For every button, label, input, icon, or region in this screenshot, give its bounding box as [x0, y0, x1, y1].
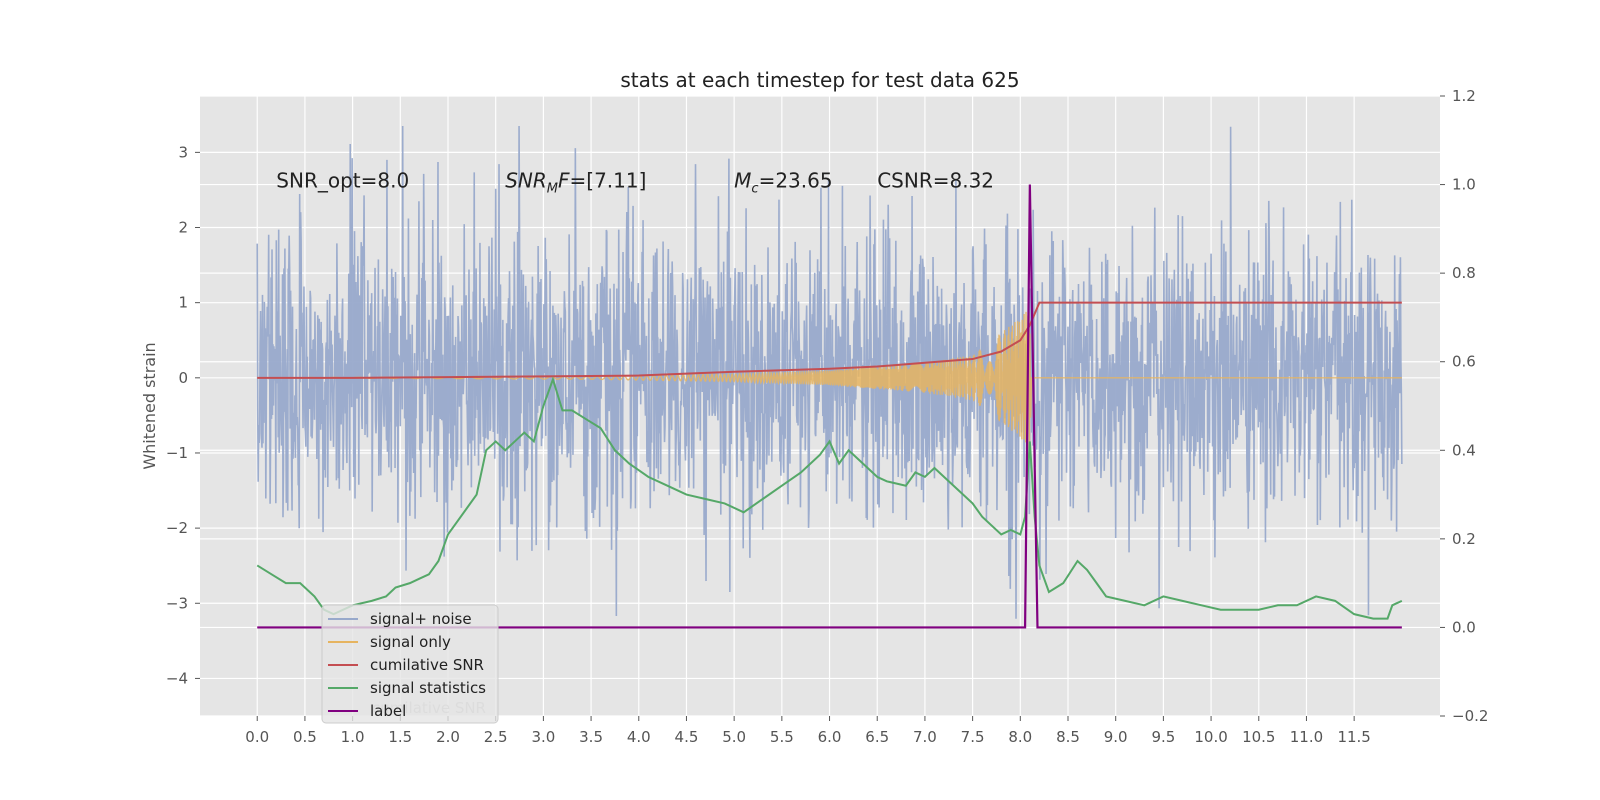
y-tick-label: −1 [166, 444, 188, 462]
x-tick-label: 11.5 [1337, 728, 1370, 746]
x-tick-label: 8.5 [1056, 728, 1080, 746]
x-tick-label: 1.0 [341, 728, 365, 746]
annotation-snr_mf: SNRMF=[7.11] [505, 168, 646, 196]
series-signal-statistics [256, 376, 1403, 620]
annotation-csnr: CSNR=8.32 [877, 168, 994, 192]
y-right-tick-label: 0.2 [1452, 530, 1476, 548]
x-tick-label: 4.0 [627, 728, 651, 746]
x-tick-label: 5.0 [722, 728, 746, 746]
x-tick-label: 4.5 [675, 728, 699, 746]
x-tick-label: 7.5 [961, 728, 985, 746]
legend-box [321, 604, 499, 724]
x-tick-label: 6.0 [818, 728, 842, 746]
series-cumulative-snr [257, 301, 1402, 379]
x-tick-label: 10.5 [1242, 728, 1275, 746]
x-tick-label: 7.0 [913, 728, 937, 746]
x-tick-label: 6.5 [865, 728, 889, 746]
legend-entry-label: label [370, 702, 406, 720]
x-tick-label: 8.0 [1008, 728, 1032, 746]
legend-entry-label: signal statistics [370, 679, 486, 697]
y-tick-label: −2 [166, 519, 188, 537]
y-right-tick-label: 0.0 [1452, 618, 1476, 636]
x-tick-label: 11.0 [1290, 728, 1323, 746]
y-axis-label: Whitened strain [140, 342, 159, 469]
series-signal-noise [256, 126, 1403, 619]
x-tick-label: 2.5 [484, 728, 508, 746]
y-tick-label: 2 [178, 219, 188, 237]
y-tick-label: 1 [178, 294, 188, 312]
y-right-tick-label: 1.2 [1452, 87, 1476, 105]
annotation-snr_opt: SNR_opt=8.0 [276, 168, 409, 192]
legend-entry-label: cumilative SNR [370, 656, 484, 674]
y-tick-label: −3 [166, 594, 188, 612]
y-right-tick-label: 0.8 [1452, 264, 1476, 282]
x-tick-label: 3.5 [579, 728, 603, 746]
y-tick-label: −4 [166, 669, 188, 687]
x-tick-label: 2.0 [436, 728, 460, 746]
y-tick-label: 3 [178, 143, 188, 161]
chart-title: stats at each timestep for test data 625 [620, 68, 1019, 92]
x-tick-label: 5.5 [770, 728, 794, 746]
x-tick-label: 10.0 [1194, 728, 1227, 746]
x-tick-label: 9.5 [1151, 728, 1175, 746]
annotation-mc: Mc=23.65 [734, 168, 832, 196]
annotations: SNR_opt=8.0 SNRMF=[7.11] Mc=23.65 CSNR=8.32 [276, 168, 994, 196]
y-tick-label: 0 [178, 369, 188, 387]
y-right-tick-label: 0.6 [1452, 353, 1476, 371]
legend-entry-label: signal+ noise [370, 610, 472, 628]
x-tick-label: 1.5 [388, 728, 412, 746]
y-right-tick-label: −0.2 [1452, 707, 1488, 725]
series-label [257, 184, 1402, 629]
x-tick-label: 3.0 [531, 728, 555, 746]
x-tick-label: 9.0 [1104, 728, 1128, 746]
legend-entry-label: signal only [370, 633, 451, 651]
series-layer [256, 126, 1403, 629]
x-tick-label: 0.5 [293, 728, 317, 746]
axes-layer: 0.0 0.5 1.0 1.5 2.0 2.5 3.0 3.5 4.0 4.5 5.0 5.5 6.0 6… [166, 87, 1489, 746]
x-tick-label: 0.0 [245, 728, 269, 746]
y-right-tick-label: 0.4 [1452, 441, 1476, 459]
y-right-tick-label: 1.0 [1452, 176, 1476, 194]
